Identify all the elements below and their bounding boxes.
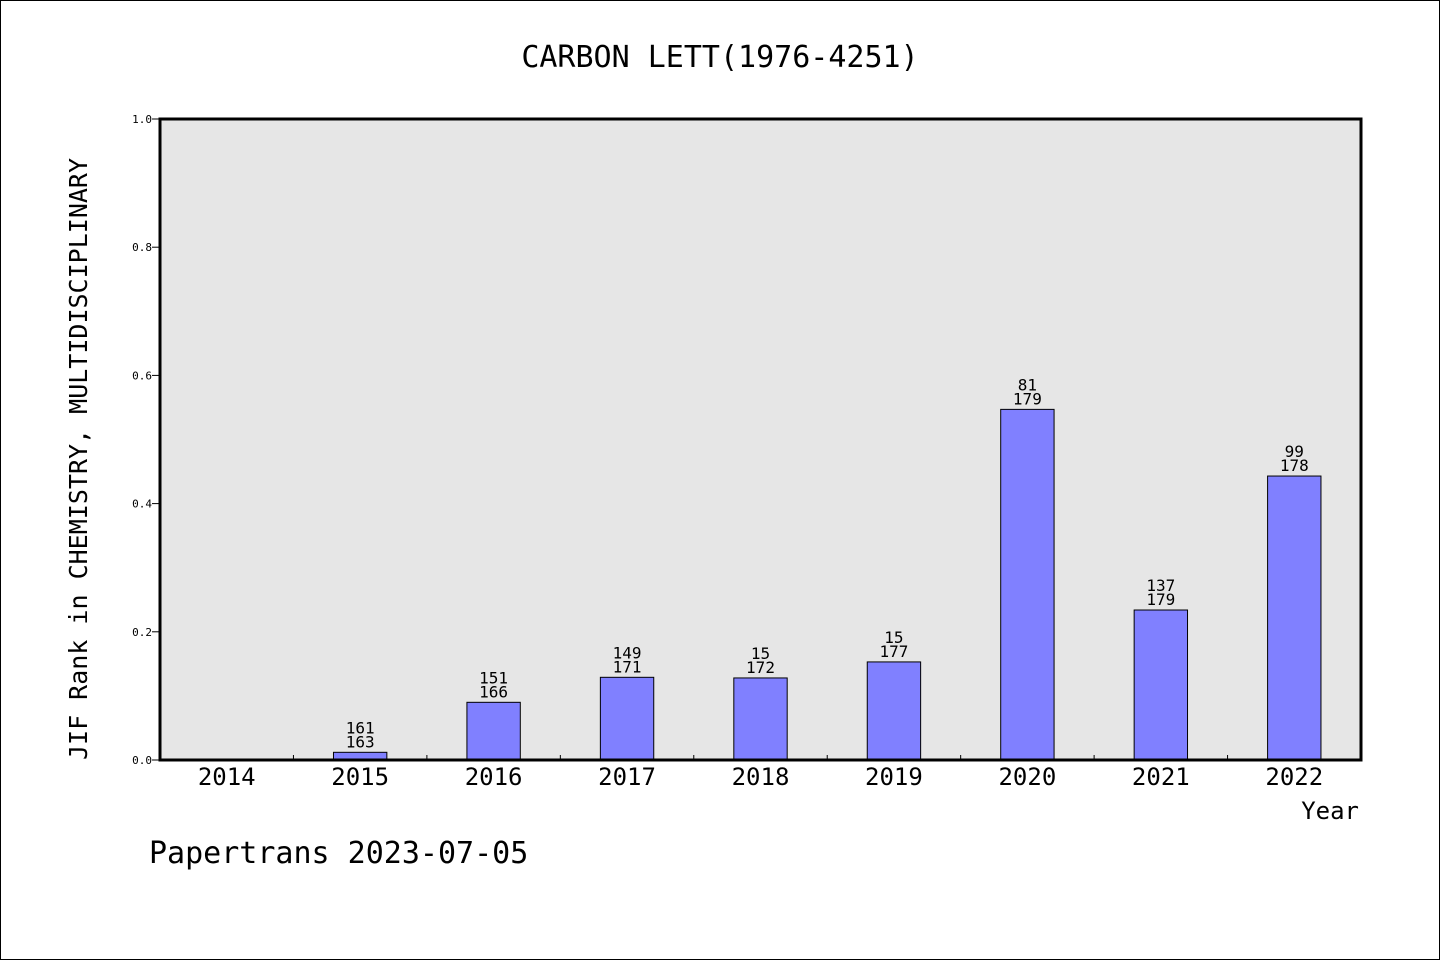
x-tick-label: 2021 xyxy=(1132,763,1190,791)
y-tick-label: 1.0 xyxy=(132,113,152,126)
chart-title: CARBON LETT(1976-4251) xyxy=(521,40,918,75)
bar-label-rank: 149 xyxy=(613,643,642,662)
bar-label-total: 179 xyxy=(1013,389,1042,408)
x-tick-label: 2022 xyxy=(1265,763,1323,791)
bar xyxy=(1133,609,1189,761)
bar xyxy=(1000,408,1055,761)
y-tick-label: 0.4 xyxy=(132,498,152,511)
bar-label-total: 171 xyxy=(613,657,642,676)
bar-label-total: 177 xyxy=(879,642,908,661)
x-tick-label: 2015 xyxy=(331,763,389,791)
x-tick-label: 2014 xyxy=(198,763,256,791)
bar-label-total: 166 xyxy=(479,682,508,701)
bar xyxy=(599,676,655,761)
bar-label-rank: 15 xyxy=(751,644,770,663)
y-tick-label: 0.0 xyxy=(132,754,152,767)
y-axis-label: JIF Rank in CHEMISTRY, MULTIDISCIPLINARY xyxy=(64,158,93,760)
bar xyxy=(466,701,521,761)
bar xyxy=(866,661,922,761)
bar-label-rank: 137 xyxy=(1146,576,1175,595)
footer-watermark: Papertrans 2023-07-05 xyxy=(149,836,528,871)
bar-label-total: 178 xyxy=(1280,456,1309,475)
bar-label-rank: 99 xyxy=(1285,442,1304,461)
bar-label-total: 172 xyxy=(746,658,775,677)
x-tick-label: 2020 xyxy=(998,763,1056,791)
y-tick-label: 0.8 xyxy=(132,241,152,254)
x-tick-label: 2019 xyxy=(865,763,923,791)
bar-label-rank: 161 xyxy=(346,718,375,737)
bar-label-total: 163 xyxy=(346,732,375,751)
y-tick-label: 0.6 xyxy=(132,369,152,382)
bar-label-rank: 151 xyxy=(479,668,508,687)
bar-label-rank: 81 xyxy=(1018,375,1037,394)
bar xyxy=(1267,475,1322,761)
x-tick-label: 2016 xyxy=(465,763,523,791)
bar xyxy=(733,677,788,761)
x-tick-label: 2018 xyxy=(732,763,790,791)
y-tick-label: 0.2 xyxy=(132,626,152,639)
bar-label-total: 179 xyxy=(1146,590,1175,609)
x-axis-label: Year xyxy=(1301,797,1359,825)
x-tick-label: 2017 xyxy=(598,763,656,791)
plot-border xyxy=(158,117,1363,762)
bar-label-rank: 15 xyxy=(884,628,903,647)
